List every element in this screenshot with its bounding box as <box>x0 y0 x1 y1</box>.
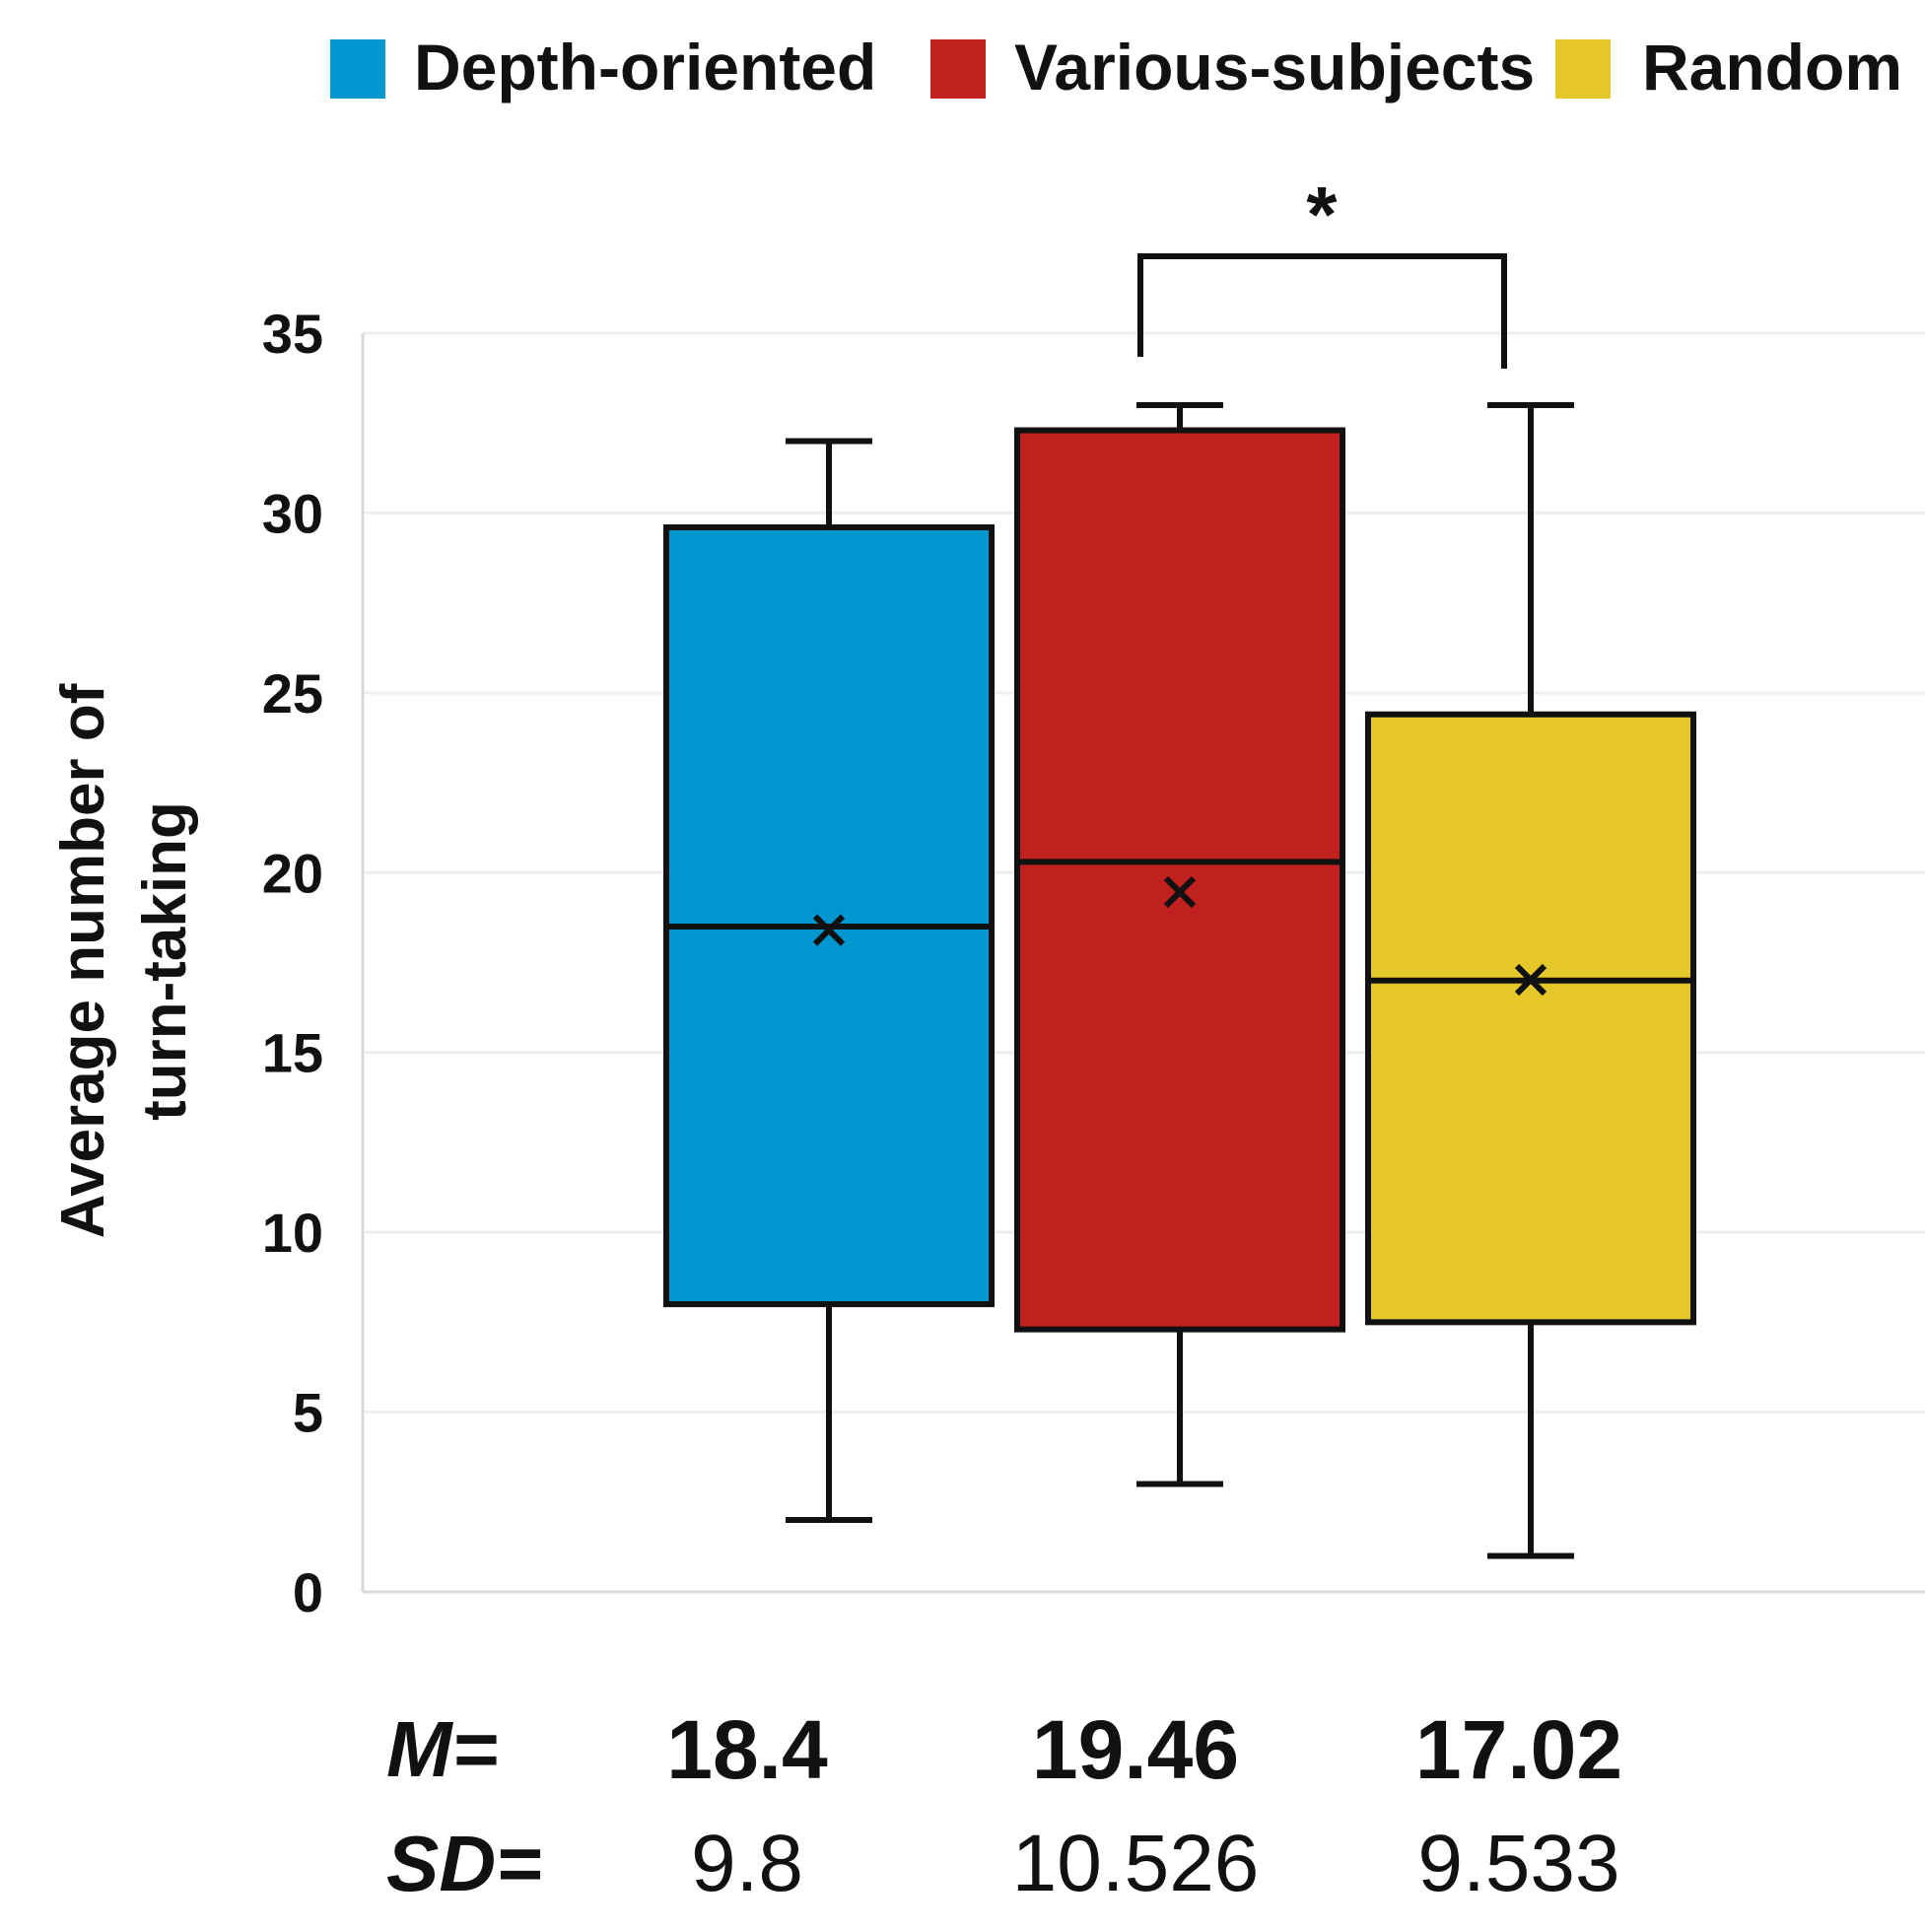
y-tick-label: 25 <box>262 662 323 724</box>
legend-label-depth-oriented: Depth-oriented <box>414 31 876 104</box>
y-tick-label: 5 <box>293 1382 323 1444</box>
y-tick-label: 15 <box>262 1022 323 1084</box>
box-iqr <box>1365 711 1696 1326</box>
sd-row-label: SD= <box>386 1820 542 1907</box>
mean-marker <box>1163 875 1197 909</box>
legend-swatch-various-subjects <box>930 39 986 99</box>
mean-row-label: M= <box>386 1705 498 1793</box>
legend-swatch-random <box>1555 39 1611 99</box>
legend-label-random: Random <box>1642 31 1902 104</box>
mean-marker <box>1514 963 1547 997</box>
box-iqr <box>1014 427 1345 1333</box>
y-tick-labels: 0 5 10 15 20 25 30 35 <box>262 303 323 1623</box>
y-tick-label: 35 <box>262 303 323 365</box>
significance-bracket-line <box>1137 253 1507 369</box>
y-tick-label: 20 <box>262 842 323 904</box>
box-plots <box>663 401 1696 1559</box>
box-iqr <box>663 524 995 1308</box>
legend-swatch-depth-oriented <box>330 39 385 99</box>
significance-bracket: * <box>1137 171 1507 369</box>
significance-star: * <box>1306 171 1338 258</box>
box-depth-oriented <box>663 438 995 1524</box>
sd-value-depth-oriented: 9.8 <box>691 1819 803 1908</box>
y-tick-label: 30 <box>262 482 323 544</box>
y-axis-title-line-1: Average number of <box>49 683 117 1238</box>
mean-value-various-subjects: 19.46 <box>1032 1703 1239 1796</box>
legend-label-various-subjects: Various-subjects <box>1014 31 1535 104</box>
mean-value-depth-oriented: 18.4 <box>666 1703 828 1796</box>
sd-value-random: 9.533 <box>1417 1819 1619 1908</box>
sd-value-various-subjects: 10.526 <box>1012 1819 1260 1908</box>
y-tick-label: 0 <box>293 1561 323 1623</box>
legend: Depth-oriented Various-subjects Random <box>330 31 1902 104</box>
box-random <box>1365 401 1696 1559</box>
stats-table: M= SD= 18.4 19.46 17.02 9.8 10.526 9.533 <box>386 1703 1622 1908</box>
mean-value-random: 17.02 <box>1415 1703 1622 1796</box>
mean-marker <box>812 914 846 946</box>
y-tick-label: 10 <box>262 1202 323 1264</box>
y-axis-title-line-2: turn-taking <box>131 801 199 1121</box>
box-various-subjects <box>1014 401 1345 1487</box>
